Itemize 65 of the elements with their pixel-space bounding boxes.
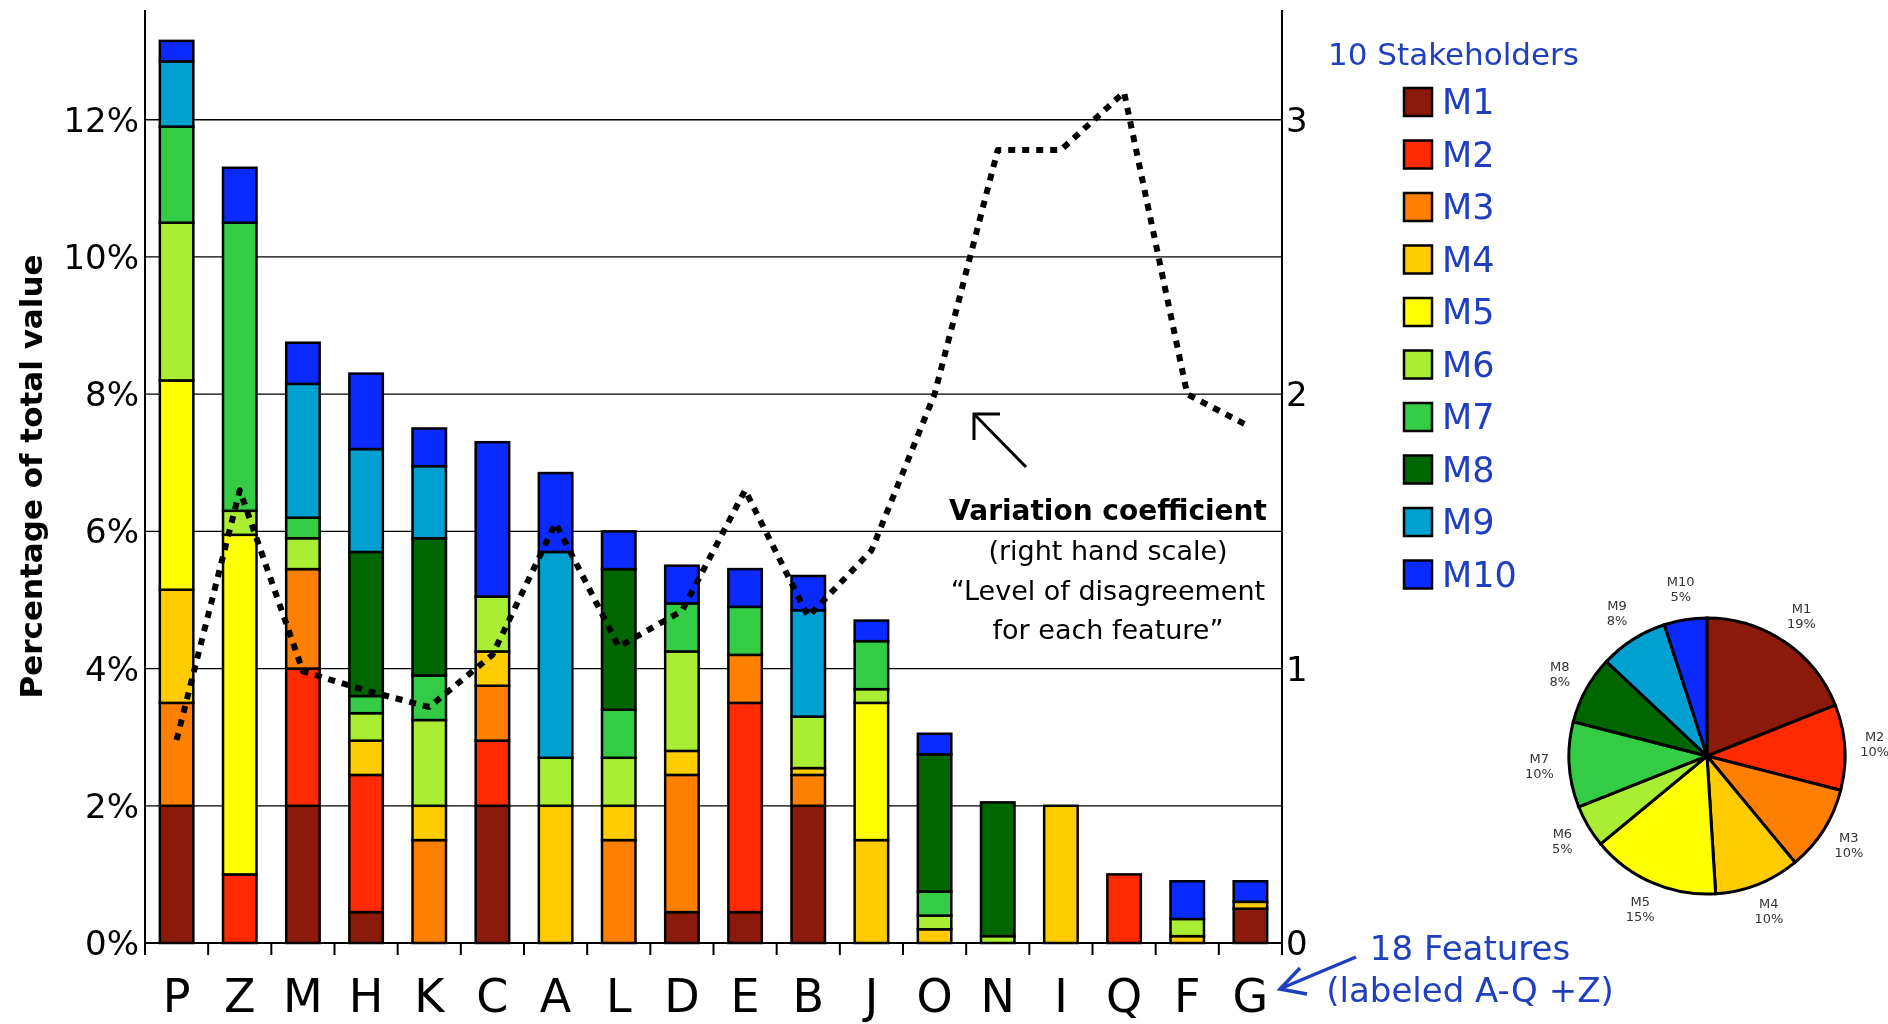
y-tick-label: 8%: [85, 374, 139, 415]
slice-label: M6: [1552, 825, 1573, 841]
y2-tick-label: 2: [1286, 374, 1308, 415]
data-label: 10%: [1524, 765, 1554, 781]
y-tick-label: 10%: [63, 236, 139, 277]
x-tick-label: L: [605, 969, 632, 1023]
legend-label: M7: [1442, 397, 1495, 437]
annotation: (right hand scale): [988, 535, 1228, 566]
slice-label: M8: [1550, 659, 1570, 675]
y2-tick-label: 3: [1286, 99, 1308, 140]
x-tick-label: P: [162, 969, 191, 1023]
legend-title: 10 Stakeholders: [1328, 36, 1579, 72]
annotation: “Level of disagreement for each feature”: [950, 575, 1266, 645]
data-label: 10%: [1754, 911, 1784, 927]
y2-tick-label: 0: [1286, 923, 1308, 963]
data-label: 8%: [1606, 613, 1628, 629]
data-label: 15%: [1625, 909, 1655, 925]
data-label: 10%: [1860, 744, 1888, 760]
x-tick-label: Q: [1105, 969, 1143, 1023]
x-tick-label: E: [730, 969, 760, 1023]
data-label: 5%: [1670, 589, 1692, 605]
x-tick-label: H: [348, 969, 384, 1023]
x-tick-label: D: [664, 969, 700, 1023]
legend-label: M5: [1442, 292, 1495, 332]
y-tick-label: 12%: [63, 99, 139, 140]
x-tick-label: F: [1174, 969, 1201, 1023]
legend-label: M1: [1442, 82, 1495, 122]
x-tick-label: Z: [223, 969, 256, 1023]
text: 18 Features (labeled A-Q +Z): [1326, 928, 1614, 1010]
slice-label: M3: [1839, 830, 1859, 846]
legend-label: M8: [1442, 449, 1495, 490]
x-tick-label: I: [1054, 969, 1068, 1023]
slice-label: M5: [1630, 894, 1651, 910]
legend-label: M4: [1442, 239, 1495, 280]
y-tick-label: 6%: [85, 511, 139, 552]
y-tick-label: 4%: [85, 648, 139, 689]
y2-tick-label: 1: [1286, 648, 1308, 689]
slice-label: M7: [1529, 750, 1550, 766]
slice-label: M4: [1759, 896, 1779, 912]
x-tick-label: N: [980, 969, 1015, 1023]
x-tick-label: A: [539, 969, 572, 1023]
x-tick-label: B: [792, 969, 825, 1023]
data-label: 10%: [1834, 845, 1864, 861]
data-label: 5%: [1552, 840, 1573, 856]
legend-label: M10: [1442, 554, 1517, 595]
x-tick-label: G: [1232, 969, 1269, 1023]
x-tick-label: M: [283, 969, 323, 1023]
slice-label: M9: [1607, 598, 1627, 614]
data-label: 8%: [1549, 674, 1571, 690]
x-tick-label: C: [476, 969, 509, 1023]
x-tick-label: O: [916, 969, 953, 1023]
y-tick-label: 2%: [85, 785, 139, 826]
series-label: Variation coefficient: [949, 494, 1267, 527]
slice-label: M1: [1791, 601, 1812, 617]
y-axis-title: Percentage of total value: [13, 254, 49, 699]
legend-label: M3: [1442, 187, 1495, 227]
slice-label: M2: [1864, 729, 1885, 745]
y-tick-label: 0%: [85, 923, 139, 963]
slice-label: M10: [1666, 574, 1695, 590]
legend-label: M2: [1442, 134, 1495, 175]
x-tick-label: K: [414, 969, 447, 1023]
legend-label: M6: [1442, 344, 1495, 385]
x-tick-label: J: [861, 969, 879, 1023]
data-label: 19%: [1786, 616, 1816, 632]
legend-label: M9: [1442, 502, 1495, 542]
